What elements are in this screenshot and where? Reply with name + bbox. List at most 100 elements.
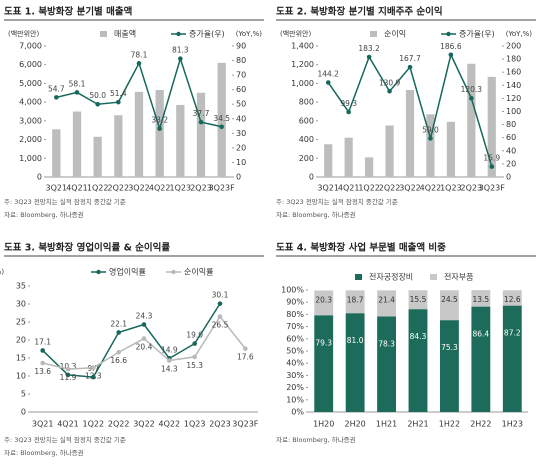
legend-swatch: [100, 31, 107, 37]
line-marker: [136, 61, 142, 66]
y-axis-label: (%): [0, 268, 4, 276]
y2-tick-label: 40: [236, 114, 246, 123]
y-tick-label: 60%: [286, 334, 304, 343]
data-label: 54.7: [48, 84, 65, 93]
line-marker: [74, 90, 80, 95]
y-tick-label: 800: [299, 98, 314, 107]
bar-segment: [377, 290, 396, 317]
data-label: 78.1: [131, 50, 148, 59]
bar: [72, 111, 82, 177]
x-tick-label: 3Q23F: [479, 184, 506, 193]
x-tick-label: 1H23: [502, 420, 523, 429]
x-tick-label: 4Q21: [57, 420, 79, 429]
x-tick-label: 3Q22: [133, 420, 155, 429]
data-label: 12.6: [504, 295, 521, 304]
data-label: 17.1: [34, 337, 51, 346]
y-tick-label: 4,000: [19, 98, 42, 107]
bar: [426, 114, 435, 177]
bar: [405, 89, 415, 177]
line-marker: [217, 314, 223, 319]
data-label: 130.9: [379, 78, 401, 87]
y-tick-label: 200: [299, 154, 314, 163]
bar-segment: [408, 290, 428, 310]
y2-tick-label: 30: [236, 129, 246, 138]
data-label: 12.3: [85, 372, 102, 381]
data-label: 51.4: [110, 89, 127, 98]
y2-tick-label: 80: [236, 56, 246, 65]
legend-swatch: [370, 31, 377, 37]
data-label: 186.6: [440, 42, 462, 51]
x-tick-label: 2Q22: [379, 184, 401, 193]
y-tick-label: 3,000: [19, 116, 42, 125]
legend-label: 전자부품: [444, 272, 473, 282]
y2-tick-label: 20: [236, 143, 246, 152]
legend-label: 증가율(우): [459, 30, 495, 39]
line-marker: [95, 101, 100, 107]
data-label: 79.3: [315, 338, 332, 347]
line-marker: [448, 52, 454, 58]
bar: [196, 92, 206, 177]
line-marker: [141, 336, 147, 341]
data-label: 21.4: [378, 295, 395, 304]
bar-segment: [345, 290, 365, 314]
y-tick-label: 1,000: [19, 154, 42, 163]
source-note: 주: 3Q23 전망치는 실적 잠정치 중간값 기준: [4, 197, 126, 206]
data-label: 15.9: [483, 154, 500, 163]
line-marker: [178, 56, 183, 61]
y2-tick-label: 80: [506, 120, 516, 129]
line-marker: [407, 64, 413, 70]
line-marker: [91, 365, 96, 371]
chart-title: 도표 1. 북방화장 분기별 매출액: [4, 6, 132, 18]
y-tick-label: 1,200: [291, 60, 314, 69]
source-note: 자료: Bloomberg, 하나증권: [4, 210, 84, 219]
y2-tick-label: 50: [236, 100, 246, 109]
bar: [365, 157, 374, 177]
y-tick-label: 40%: [286, 359, 304, 368]
data-label: 33.2: [151, 116, 168, 125]
line-marker: [325, 80, 331, 85]
x-tick-label: 2H22: [470, 420, 491, 429]
y2-tick-label: 70: [236, 71, 246, 80]
bar-segment: [408, 309, 428, 412]
bar: [446, 121, 455, 177]
bar: [114, 115, 123, 177]
source-note: 주: 3Q23 전망치는 실적 잠정치 중간값 기준: [276, 197, 398, 206]
y-tick-label: 50%: [286, 347, 304, 356]
bar-segment: [440, 320, 459, 412]
bar: [134, 91, 144, 177]
data-label: 167.7: [399, 54, 421, 63]
line-marker: [116, 99, 121, 105]
data-label: 30.1: [212, 291, 229, 300]
data-label: 18.7: [347, 295, 364, 304]
line-marker: [91, 374, 96, 380]
y2-tick-label: 160: [506, 68, 521, 77]
x-tick-label: 4Q21: [338, 184, 360, 193]
line-marker: [219, 124, 224, 130]
bar-segment: [471, 306, 491, 412]
bar-segment: [377, 316, 396, 412]
data-label: 13.6: [34, 367, 51, 376]
data-label: 87.2: [504, 329, 521, 338]
y-tick-label: 600: [299, 116, 314, 125]
y-tick-label: 100%: [281, 286, 304, 295]
x-tick-label: 3Q22: [399, 184, 421, 193]
x-tick-label: 3Q21: [317, 184, 339, 193]
y-tick-label: 80%: [286, 310, 304, 319]
line-marker: [387, 88, 392, 94]
line-marker: [243, 346, 248, 351]
data-label: 144.2: [317, 70, 339, 79]
bar: [324, 144, 333, 177]
y-tick-label: 1,000: [291, 79, 314, 88]
data-label: 22.1: [110, 319, 127, 328]
y-tick-label: 0: [21, 408, 26, 417]
data-label: 11.9: [60, 373, 77, 382]
y-tick-label: 7,000: [19, 42, 42, 51]
y2-axis-label: (YoY,%): [236, 30, 263, 38]
data-label: 13.5: [473, 295, 490, 304]
line-marker: [40, 348, 45, 353]
data-label: 50.0: [89, 91, 106, 100]
bar: [93, 136, 102, 177]
y2-tick-label: 0: [236, 173, 241, 182]
legend-label: 전자공정장비: [369, 272, 413, 282]
bar-segment: [314, 290, 334, 316]
